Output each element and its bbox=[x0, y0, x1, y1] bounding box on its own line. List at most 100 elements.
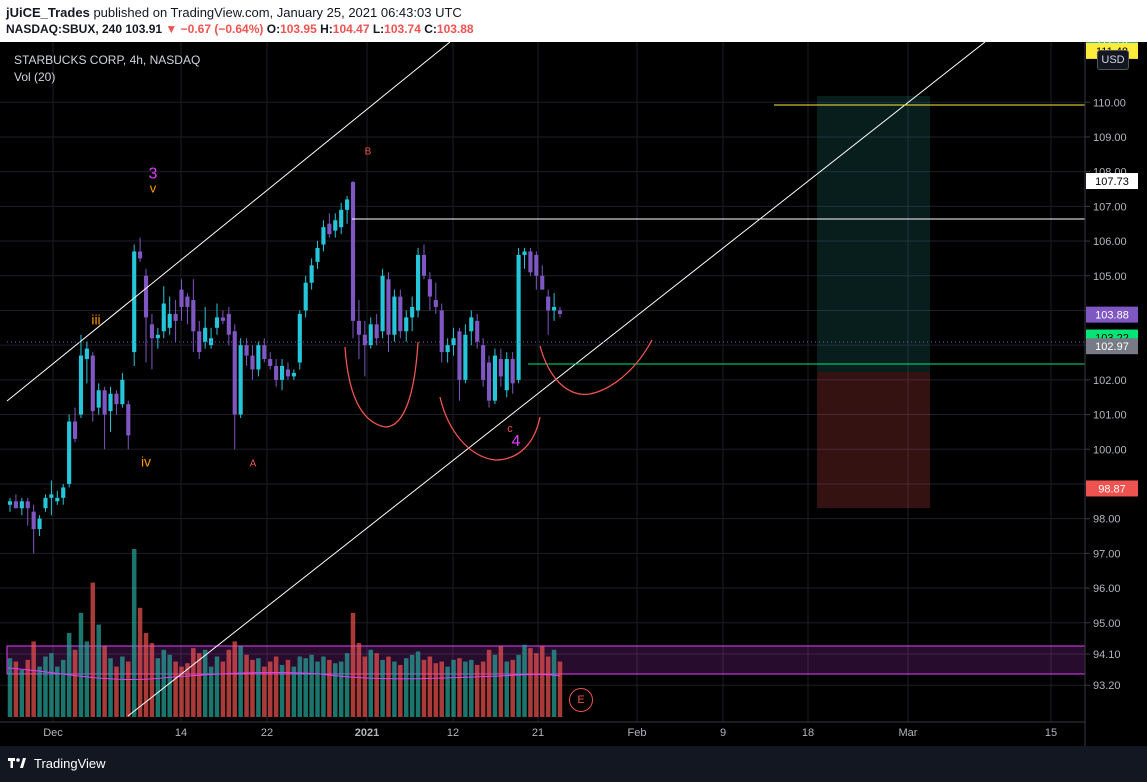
long-position-stop-zone[interactable] bbox=[817, 372, 930, 508]
volume-bar bbox=[421, 659, 427, 717]
candle bbox=[463, 324, 468, 384]
candle-body bbox=[315, 247, 320, 262]
down-arrow-icon: ▼ bbox=[165, 22, 178, 36]
volume-bar bbox=[25, 659, 30, 717]
curve-middle[interactable] bbox=[439, 396, 541, 461]
volume-bar bbox=[262, 666, 267, 717]
long-position-target-zone[interactable] bbox=[817, 96, 930, 372]
candle-body bbox=[410, 306, 415, 318]
candle bbox=[31, 504, 36, 554]
volume-bar bbox=[155, 658, 161, 717]
candle bbox=[427, 272, 432, 311]
publication-info: published on TradingView.com, January 25… bbox=[93, 5, 462, 20]
candle bbox=[498, 348, 503, 387]
volume-bar bbox=[191, 648, 196, 717]
volume-bar bbox=[102, 646, 107, 717]
volume-bar bbox=[143, 633, 149, 717]
low-value: 103.74 bbox=[384, 22, 421, 36]
volume-bar bbox=[327, 659, 332, 717]
volume-bar bbox=[31, 641, 36, 717]
candle-body bbox=[49, 494, 54, 498]
publication-line: jUiCE_Trades published on TradingView.co… bbox=[6, 5, 462, 20]
low-label: L: bbox=[372, 22, 385, 36]
candle-body bbox=[72, 421, 78, 439]
open-label: O: bbox=[266, 22, 281, 36]
earnings-badge[interactable]: E bbox=[569, 688, 593, 712]
volume-bar bbox=[333, 663, 338, 717]
volume-bar bbox=[534, 653, 539, 717]
price-label: 103.88 bbox=[1095, 310, 1129, 322]
volume-bar bbox=[202, 649, 208, 717]
candle-body bbox=[262, 345, 267, 360]
author-name[interactable]: jUiCE_Trades bbox=[6, 5, 90, 20]
price-label: 102.97 bbox=[1095, 341, 1129, 353]
candle bbox=[197, 320, 202, 360]
volume-bar bbox=[161, 649, 167, 717]
upper-channel-line[interactable] bbox=[6, 42, 451, 402]
volume-bar bbox=[451, 659, 456, 717]
volume-bar bbox=[179, 666, 184, 717]
candle-body bbox=[155, 334, 160, 339]
currency-button[interactable]: USD bbox=[1097, 50, 1129, 70]
volume-bar bbox=[356, 643, 362, 717]
candle bbox=[368, 317, 373, 349]
candle bbox=[433, 282, 438, 314]
curve-right[interactable] bbox=[539, 339, 653, 396]
candle bbox=[214, 303, 220, 335]
candle-body bbox=[7, 501, 13, 505]
x-tick-label: Mar bbox=[899, 727, 918, 739]
x-tick-label: 9 bbox=[720, 727, 726, 739]
time-axis[interactable]: Dec 14 22 2021 12 21 Feb 9 18 Mar 15 bbox=[43, 727, 1057, 739]
candle bbox=[469, 310, 474, 346]
chart-legend-title[interactable]: STARBUCKS CORP, 4h, NASDAQ bbox=[14, 53, 201, 67]
candle bbox=[392, 289, 397, 342]
volume-bar bbox=[250, 659, 255, 717]
candle-body bbox=[492, 355, 498, 401]
candle bbox=[356, 300, 361, 360]
volume-bar bbox=[492, 654, 498, 717]
candle bbox=[191, 279, 196, 353]
candle-body bbox=[161, 303, 166, 332]
candle-body bbox=[132, 251, 137, 353]
y-tick-label: 105.00 bbox=[1093, 271, 1127, 283]
close-value: 103.88 bbox=[436, 22, 474, 36]
volume-bar bbox=[433, 663, 439, 717]
candle bbox=[138, 237, 143, 262]
candle bbox=[167, 296, 172, 335]
candle-body bbox=[481, 345, 486, 380]
volume-legend[interactable]: Vol (20) bbox=[14, 70, 56, 84]
candle-body bbox=[427, 279, 432, 297]
candle bbox=[232, 324, 237, 450]
y-tick-label: 95.00 bbox=[1093, 618, 1121, 630]
candle-body bbox=[238, 345, 243, 415]
candle bbox=[510, 352, 515, 394]
candle-body bbox=[120, 379, 125, 405]
volume-bar bbox=[238, 646, 243, 717]
volume-bar bbox=[504, 661, 510, 717]
y-tick-label: 107.00 bbox=[1093, 201, 1127, 213]
volume-bar bbox=[49, 653, 54, 717]
wave-label: v bbox=[150, 180, 157, 195]
curve-left[interactable] bbox=[344, 341, 419, 428]
price-label: 107.73 bbox=[1095, 176, 1129, 188]
candle bbox=[143, 268, 149, 363]
symbol-label[interactable]: NASDAQ:SBUX, 240 bbox=[6, 22, 123, 36]
price-chart[interactable]: 3viiiivABc45 110.00109.00108.00107.00106… bbox=[0, 42, 1147, 746]
candle bbox=[126, 400, 131, 450]
candle bbox=[386, 272, 391, 353]
price-label-bg bbox=[1086, 338, 1138, 355]
candle-body bbox=[534, 254, 539, 276]
candle bbox=[345, 195, 350, 224]
wave-label: iv bbox=[141, 454, 151, 470]
candle-body bbox=[356, 320, 361, 335]
volume-bar bbox=[96, 624, 101, 717]
candle bbox=[25, 497, 30, 526]
candle-body bbox=[149, 324, 155, 339]
candle-body bbox=[250, 355, 255, 370]
tradingview-logo-icon[interactable] bbox=[8, 756, 26, 770]
candle bbox=[102, 386, 107, 450]
candle-body bbox=[279, 365, 285, 380]
candle-body bbox=[321, 227, 326, 245]
volume-bar bbox=[37, 666, 42, 717]
footer-brand[interactable]: TradingView bbox=[34, 756, 106, 771]
